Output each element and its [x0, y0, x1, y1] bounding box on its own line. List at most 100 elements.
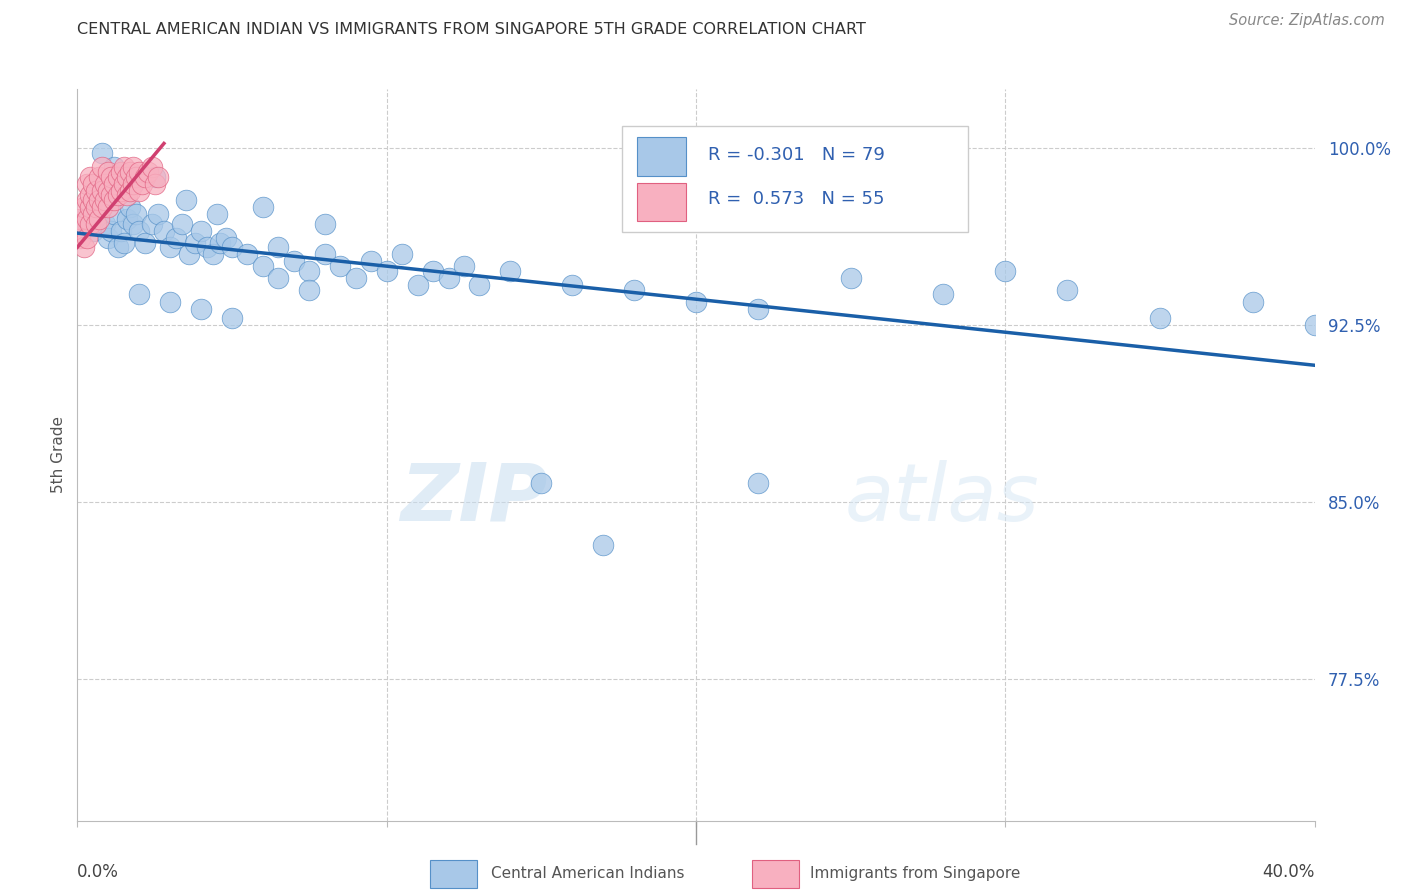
Point: [205, 207, 228, 221]
Point: [153, 224, 176, 238]
Point: [172, 217, 194, 231]
Point: [202, 247, 225, 261]
Point: [97, 184, 120, 198]
FancyBboxPatch shape: [430, 860, 477, 888]
Point: [174, 193, 197, 207]
Point: [91, 160, 114, 174]
Point: [122, 177, 145, 191]
Point: [747, 476, 769, 491]
Point: [252, 200, 274, 214]
Point: [118, 184, 141, 198]
Point: [128, 165, 150, 179]
Point: [84, 217, 107, 231]
Point: [1241, 294, 1264, 309]
Point: [221, 311, 243, 326]
Point: [561, 278, 583, 293]
Point: [143, 177, 166, 191]
FancyBboxPatch shape: [752, 860, 799, 888]
Point: [76, 211, 98, 226]
Point: [76, 231, 98, 245]
Point: [82, 177, 104, 191]
Point: [125, 207, 148, 221]
Point: [91, 200, 114, 214]
Point: [146, 207, 169, 221]
Point: [131, 177, 153, 191]
Point: [221, 240, 243, 254]
Text: CENTRAL AMERICAN INDIAN VS IMMIGRANTS FROM SINGAPORE 5TH GRADE CORRELATION CHART: CENTRAL AMERICAN INDIAN VS IMMIGRANTS FR…: [77, 22, 866, 37]
Point: [208, 235, 231, 250]
Point: [76, 177, 98, 191]
Point: [103, 207, 125, 221]
Point: [79, 200, 101, 214]
Point: [107, 188, 129, 202]
Text: 0.0%: 0.0%: [77, 863, 120, 881]
Text: 40.0%: 40.0%: [1263, 863, 1315, 881]
Point: [298, 264, 321, 278]
Point: [91, 200, 114, 214]
Point: [118, 165, 141, 179]
Point: [118, 200, 141, 214]
Point: [146, 169, 169, 184]
Point: [138, 165, 160, 179]
Point: [112, 235, 135, 250]
Point: [406, 278, 429, 293]
Point: [87, 169, 110, 184]
Point: [592, 538, 614, 552]
Point: [91, 184, 114, 198]
Point: [72, 240, 94, 254]
Point: [747, 301, 769, 316]
Point: [252, 259, 274, 273]
Point: [110, 224, 132, 238]
Point: [267, 240, 290, 254]
Y-axis label: 5th Grade: 5th Grade: [51, 417, 66, 493]
Point: [1056, 283, 1078, 297]
Point: [72, 217, 94, 231]
Point: [94, 177, 117, 191]
Text: Immigrants from Singapore: Immigrants from Singapore: [810, 866, 1021, 880]
Text: R = -0.301   N = 79: R = -0.301 N = 79: [709, 146, 886, 164]
Point: [344, 271, 367, 285]
Point: [79, 188, 101, 202]
Point: [128, 224, 150, 238]
Point: [283, 254, 305, 268]
Point: [143, 169, 166, 184]
Point: [391, 247, 413, 261]
Point: [94, 217, 117, 231]
Point: [141, 160, 163, 174]
Point: [82, 207, 104, 221]
Point: [195, 240, 218, 254]
Point: [839, 271, 862, 285]
Point: [97, 231, 120, 245]
Point: [190, 301, 212, 316]
Point: [72, 211, 94, 226]
Point: [1303, 318, 1326, 333]
Point: [623, 283, 645, 297]
Point: [190, 224, 212, 238]
Point: [115, 211, 138, 226]
Text: ZIP: ZIP: [401, 459, 547, 538]
Text: atlas: atlas: [845, 459, 1039, 538]
Point: [128, 184, 150, 198]
Point: [128, 287, 150, 301]
Point: [115, 188, 138, 202]
Point: [1149, 311, 1171, 326]
Point: [87, 211, 110, 226]
Point: [122, 160, 145, 174]
Point: [298, 283, 321, 297]
Point: [82, 193, 104, 207]
Point: [91, 145, 114, 160]
Point: [159, 294, 181, 309]
Point: [69, 211, 91, 226]
Point: [84, 184, 107, 198]
Point: [84, 200, 107, 214]
Point: [499, 264, 522, 278]
Point: [360, 254, 382, 268]
Point: [159, 240, 181, 254]
Point: [76, 193, 98, 207]
Point: [112, 177, 135, 191]
Point: [82, 224, 104, 238]
Point: [97, 200, 120, 214]
Point: [107, 240, 129, 254]
Point: [177, 247, 200, 261]
Text: Source: ZipAtlas.com: Source: ZipAtlas.com: [1229, 13, 1385, 29]
